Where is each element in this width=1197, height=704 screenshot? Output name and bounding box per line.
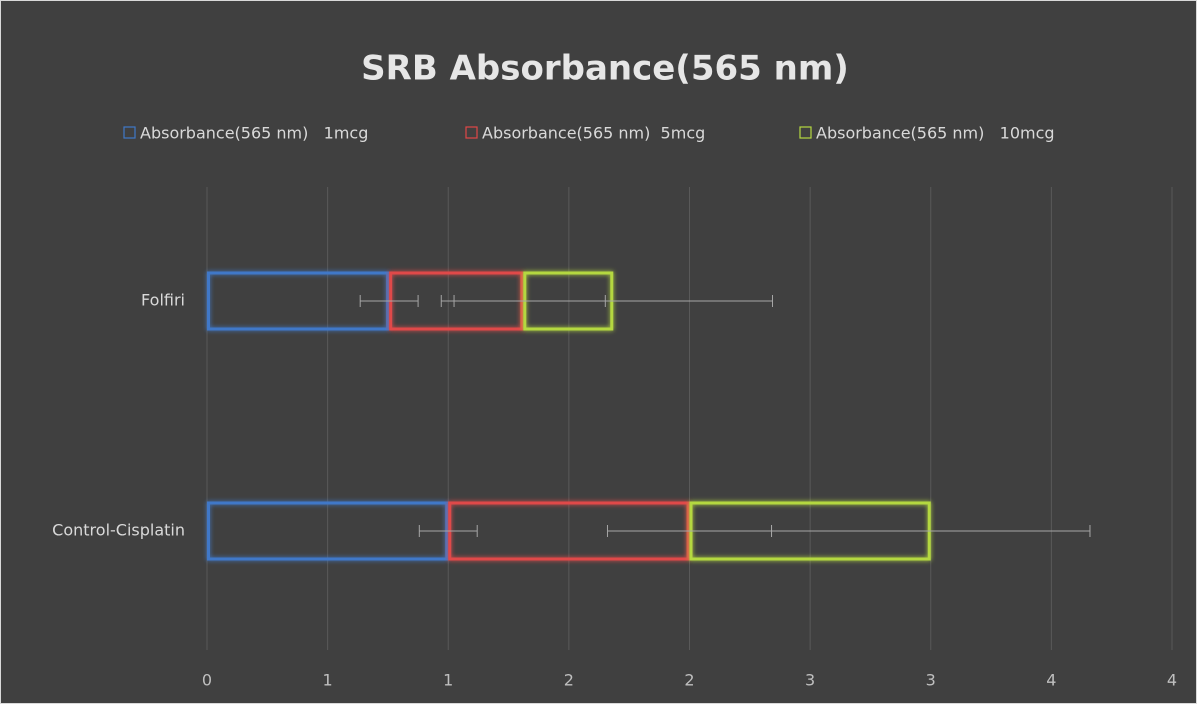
legend-label: Absorbance(565 nm) 1mcg — [140, 124, 368, 143]
error-bar — [771, 525, 1091, 537]
x-tick-label: 4 — [1167, 671, 1177, 690]
x-tick-label: 4 — [1046, 671, 1056, 690]
x-tick-label: 2 — [564, 671, 574, 690]
legend-swatch — [465, 126, 478, 139]
error-bar — [418, 525, 478, 537]
x-tick-label: 3 — [926, 671, 936, 690]
x-tick-label: 1 — [323, 671, 333, 690]
error-bar — [453, 295, 773, 307]
plot: 0 1 1 2 2 3 3 4 4 Absorbance(565 nm) 1mcg Absorban… — [52, 124, 1177, 690]
chart-title: SRB Absorbance(565 nm) — [361, 49, 849, 89]
legend-swatch — [123, 126, 136, 139]
x-tick-label: 0 — [202, 671, 212, 690]
error-bar — [359, 295, 419, 307]
x-tick-label: 2 — [684, 671, 694, 690]
category-label: Control-Cisplatin — [52, 521, 185, 540]
x-tick-label: 3 — [805, 671, 815, 690]
legend-label: Absorbance(565 nm) 10mcg — [816, 124, 1055, 143]
category-label: Folfiri — [141, 291, 185, 310]
legend-label: Absorbance(565 nm) 5mcg — [482, 124, 705, 143]
x-tick-label: 1 — [443, 671, 453, 690]
legend-swatch — [799, 126, 812, 139]
